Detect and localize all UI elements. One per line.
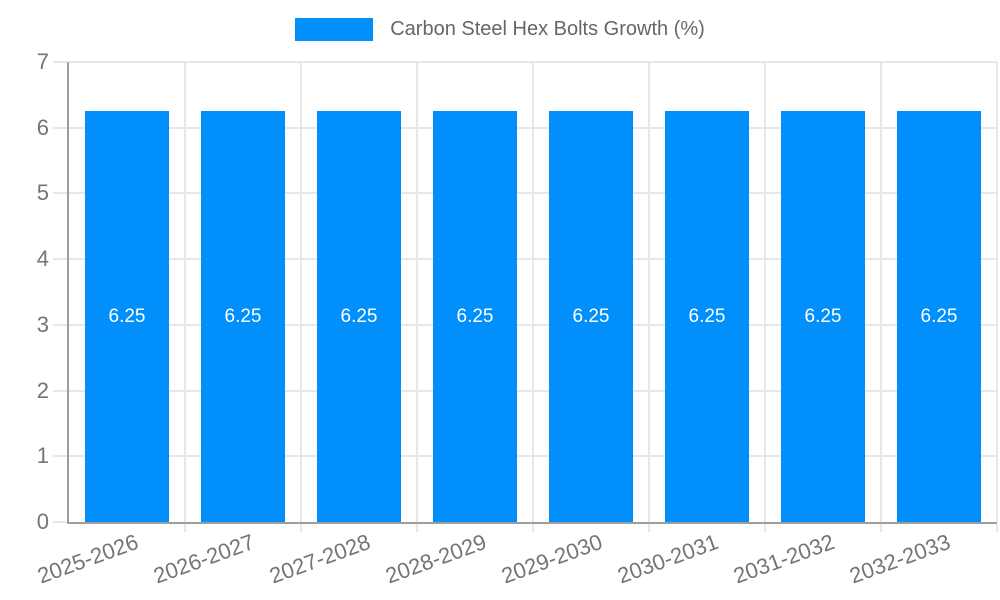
bar[interactable]: 6.25 [781,111,865,522]
x-tick-label: 2028-2029 [382,529,490,589]
bar[interactable]: 6.25 [317,111,401,522]
x-tick-label: 2031-2032 [730,529,838,589]
bar[interactable]: 6.25 [665,111,749,522]
x-gridline [996,62,998,522]
bar-value-label: 6.25 [804,305,842,327]
bar[interactable]: 6.25 [897,111,981,522]
bar-value-label: 6.25 [688,305,726,327]
x-tick-label: 2025-2026 [34,529,142,589]
bar[interactable]: 6.25 [201,111,285,522]
y-tick [53,61,67,63]
y-tick-label: 5 [36,180,49,206]
x-tick-label: 2026-2027 [150,529,258,589]
bar[interactable]: 6.25 [549,111,633,522]
x-gridline [648,62,650,522]
x-tick-label: 2030-2031 [614,529,722,589]
y-tick-label: 7 [36,49,49,74]
bar-value-label: 6.25 [456,305,494,327]
x-gridline [880,62,882,522]
x-tick [996,524,998,532]
bar-value-label: 6.25 [224,305,262,327]
y-tick [53,455,67,458]
x-tick-label: 2029-2030 [498,529,606,589]
bar[interactable]: 6.25 [433,111,517,522]
x-tick [416,524,418,532]
x-tick [880,524,882,532]
legend-item[interactable]: Carbon Steel Hex Bolts Growth (%) [295,18,705,41]
legend-label: Carbon Steel Hex Bolts Growth (%) [390,18,705,40]
x-gridline [300,62,302,522]
x-tick-label: 2032-2033 [846,529,954,589]
legend: Carbon Steel Hex Bolts Growth (%) [0,18,1000,41]
y-tick [53,258,67,261]
y-tick-label: 6 [36,114,49,140]
x-gridline [764,62,766,522]
x-gridline [184,62,186,522]
y-tick-label: 3 [36,311,49,337]
y-tick-label: 2 [36,377,49,403]
x-tick-label: 2027-2028 [266,529,374,589]
y-tick [53,389,67,392]
y-tick [53,192,67,195]
y-tick-label: 4 [36,246,49,272]
x-tick [300,524,302,532]
y-tick [53,126,67,129]
y-tick [53,521,67,523]
x-gridline [416,62,418,522]
bar-value-label: 6.25 [920,305,958,327]
y-tick [53,323,67,326]
x-tick [648,524,650,532]
x-tick [532,524,534,532]
bar-value-label: 6.25 [108,305,146,327]
y-tick-label: 1 [36,443,49,469]
x-gridline [532,62,534,522]
bar[interactable]: 6.25 [85,111,169,522]
legend-swatch [295,18,374,41]
x-tick [764,524,766,532]
bar-value-label: 6.25 [340,305,378,327]
y-tick-label: 0 [36,509,49,534]
plot-area: 0 1 2 3 4 5 6 7 6.25 6.25 6.25 6.25 6.25 6.25 6.25 6.25 [37,49,998,534]
x-tick [184,524,186,532]
bar-value-label: 6.25 [572,305,610,327]
